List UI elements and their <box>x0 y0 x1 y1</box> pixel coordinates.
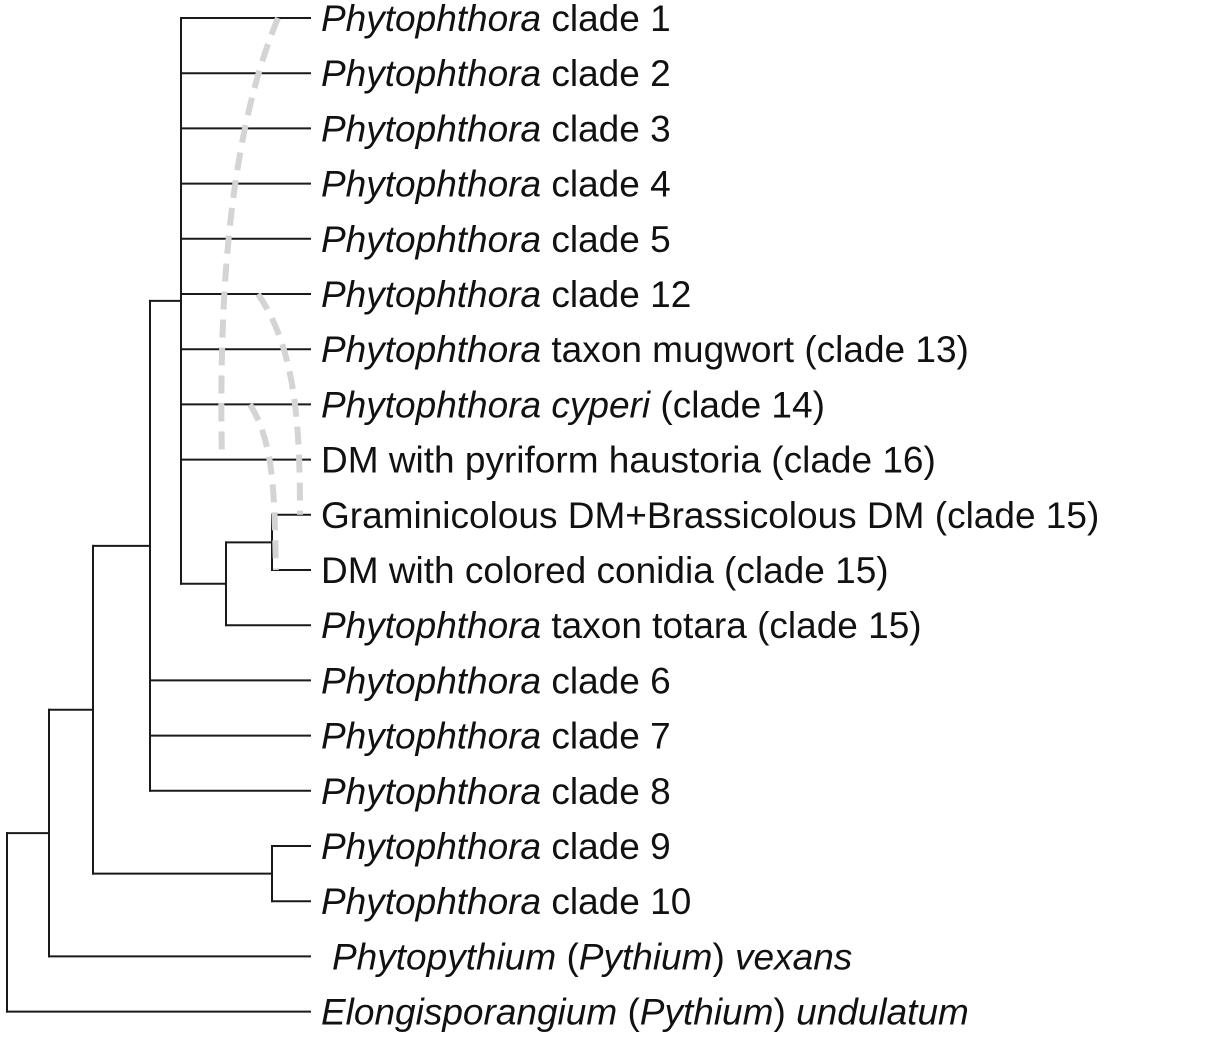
tip-label-clade12: Phytophthora clade 12 <box>321 274 691 315</box>
tip-label-clade5: Phytophthora clade 5 <box>321 218 671 259</box>
tip-label-clade10-part: clade 10 <box>541 881 691 922</box>
tip-label-clade2-part: Phytophthora <box>321 53 541 94</box>
tip-label-clade2-part: clade 2 <box>541 53 671 94</box>
tip-label-clade1-part: Phytophthora <box>321 0 541 39</box>
tip-label-clade1-part: clade 1 <box>541 0 671 39</box>
tip-label-dm_colored-part: DM with colored conidia (clade 15) <box>321 550 889 591</box>
tip-label-vexans-part: Pythium <box>579 936 713 977</box>
tip-label-clade9-part: Phytophthora <box>321 826 541 867</box>
tree-branches <box>6 17 311 1013</box>
dashed-links <box>218 16 303 571</box>
tip-label-clade3-part: clade 3 <box>541 108 671 149</box>
tip-label-totara-part: Phytophthora <box>321 605 541 646</box>
tip-label-vexans-part: ) <box>712 936 735 977</box>
tip-label-clade8-part: clade 8 <box>541 770 671 811</box>
tip-label-clade9: Phytophthora clade 9 <box>321 826 671 867</box>
tip-label-dm_colored: DM with colored conidia (clade 15) <box>321 550 889 591</box>
tip-label-cyperi-part: (clade 14) <box>650 384 825 425</box>
tip-label-mugwort-part: taxon mugwort (clade 13) <box>541 329 969 370</box>
tip-label-undulatum: Elongisporangium (Pythium) undulatum <box>321 991 969 1032</box>
dashed-link-clade1-dm_pyriform <box>218 16 281 460</box>
tip-label-clade4-part: Phytophthora <box>321 163 541 204</box>
tip-label-clade8: Phytophthora clade 8 <box>321 770 671 811</box>
tip-label-dm_gram-part: Graminicolous DM+Brassicolous DM (clade … <box>321 494 1099 535</box>
tip-label-clade6-part: clade 6 <box>541 660 671 701</box>
tip-label-mugwort: Phytophthora taxon mugwort (clade 13) <box>321 329 969 370</box>
tip-label-totara: Phytophthora taxon totara (clade 15) <box>321 605 922 646</box>
tip-label-undulatum-part: Pythium <box>640 991 774 1032</box>
tip-label-vexans: Phytopythium (Pythium) vexans <box>332 936 852 977</box>
tip-label-undulatum-part: ) <box>773 991 796 1032</box>
tip-label-clade4: Phytophthora clade 4 <box>321 163 671 204</box>
tip-label-totara-part: taxon totara (clade 15) <box>541 605 922 646</box>
tip-label-clade4-part: clade 4 <box>541 163 671 204</box>
tip-label-cyperi: Phytophthora cyperi (clade 14) <box>321 384 825 425</box>
tip-label-clade7: Phytophthora clade 7 <box>321 715 671 756</box>
tip-label-undulatum-part: Elongisporangium <box>321 991 617 1032</box>
tip-label-vexans-part: vexans <box>735 936 852 977</box>
tip-label-clade6: Phytophthora clade 6 <box>321 660 671 701</box>
tip-label-mugwort-part: Phytophthora <box>321 329 541 370</box>
tip-label-clade12-part: Phytophthora <box>321 274 541 315</box>
tip-label-clade10: Phytophthora clade 10 <box>321 881 691 922</box>
tip-label-clade3-part: Phytophthora <box>321 108 541 149</box>
tip-label-clade8-part: Phytophthora <box>321 770 541 811</box>
tip-label-clade1: Phytophthora clade 1 <box>321 0 671 39</box>
tip-label-undulatum-part: undulatum <box>796 991 969 1032</box>
tip-label-vexans-part: Phytopythium <box>332 936 556 977</box>
tip-label-clade5-part: clade 5 <box>541 218 671 259</box>
tip-label-clade10-part: Phytophthora <box>321 881 541 922</box>
tip-label-clade2: Phytophthora clade 2 <box>321 53 671 94</box>
tip-label-clade12-part: clade 12 <box>541 274 691 315</box>
tip-label-vexans-part: ( <box>556 936 579 977</box>
tip-label-undulatum-part: ( <box>617 991 640 1032</box>
tip-label-dm_gram: Graminicolous DM+Brassicolous DM (clade … <box>321 494 1099 535</box>
tip-label-clade7-part: Phytophthora <box>321 715 541 756</box>
tip-label-clade9-part: clade 9 <box>541 826 671 867</box>
tip-label-clade6-part: Phytophthora <box>321 660 541 701</box>
dashed-link-cyperi-dm_colored <box>247 402 279 571</box>
tip-label-cyperi-part: Phytophthora cyperi <box>321 384 652 425</box>
tip-label-clade5-part: Phytophthora <box>321 218 541 259</box>
tip-label-dm_pyriform-part: DM with pyriform haustoria (clade 16) <box>321 439 936 480</box>
tip-label-clade7-part: clade 7 <box>541 715 671 756</box>
tip-label-dm_pyriform: DM with pyriform haustoria (clade 16) <box>321 439 936 480</box>
tip-label-clade3: Phytophthora clade 3 <box>321 108 671 149</box>
